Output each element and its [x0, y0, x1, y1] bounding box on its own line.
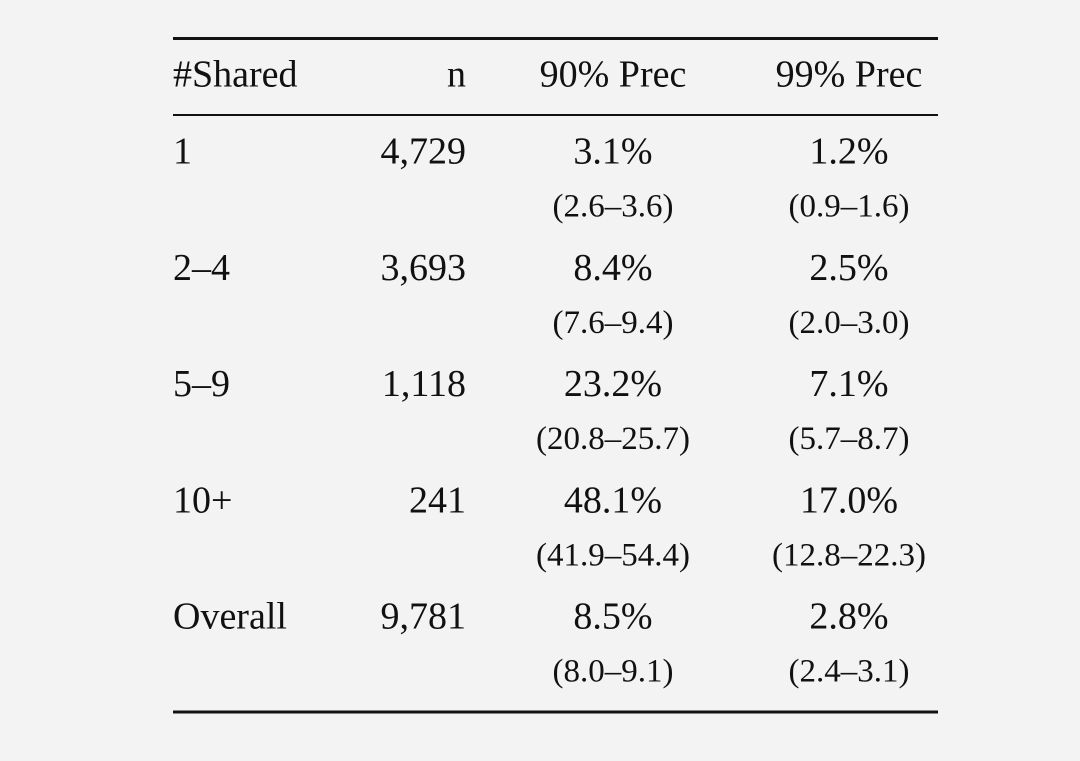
row-label: Overall — [173, 596, 287, 638]
confidence-interval: (41.9–54.4) — [536, 537, 690, 573]
precision-value: 23.2% — [564, 363, 662, 405]
precision-value: 8.4% — [573, 247, 652, 289]
confidence-interval: (2.0–3.0) — [789, 305, 910, 341]
precision-value: 7.1% — [809, 363, 888, 405]
confidence-interval: (20.8–25.7) — [536, 421, 690, 457]
confidence-interval: (2.6–3.6) — [553, 189, 674, 225]
precision-value: 8.5% — [573, 596, 652, 638]
precision-value: 17.0% — [800, 479, 898, 521]
header-cell: 90% Prec — [540, 54, 687, 96]
precision-value: 1.2% — [809, 131, 888, 173]
header-cell: n — [447, 54, 466, 96]
row-label: 10+ — [173, 479, 232, 521]
confidence-interval: (12.8–22.3) — [772, 537, 926, 573]
count-cell: 241 — [409, 479, 466, 521]
confidence-interval: (0.9–1.6) — [789, 189, 910, 225]
precision-value: 2.8% — [809, 596, 888, 638]
precision-value: 2.5% — [809, 247, 888, 289]
precision-value: 3.1% — [573, 131, 652, 173]
confidence-interval: (5.7–8.7) — [789, 421, 910, 457]
header-cell: #Shared — [173, 54, 298, 96]
confidence-interval: (2.4–3.1) — [789, 654, 910, 690]
count-cell: 4,729 — [381, 131, 467, 173]
count-cell: 9,781 — [381, 596, 467, 638]
confidence-interval: (7.6–9.4) — [553, 305, 674, 341]
confidence-interval: (8.0–9.1) — [553, 654, 674, 690]
row-label: 1 — [173, 131, 192, 173]
count-cell: 3,693 — [381, 247, 467, 289]
row-label: 5–9 — [173, 363, 230, 405]
row-label: 2–4 — [173, 247, 230, 289]
precision-value: 48.1% — [564, 479, 662, 521]
count-cell: 1,118 — [382, 363, 466, 405]
header-cell: 99% Prec — [776, 54, 923, 96]
